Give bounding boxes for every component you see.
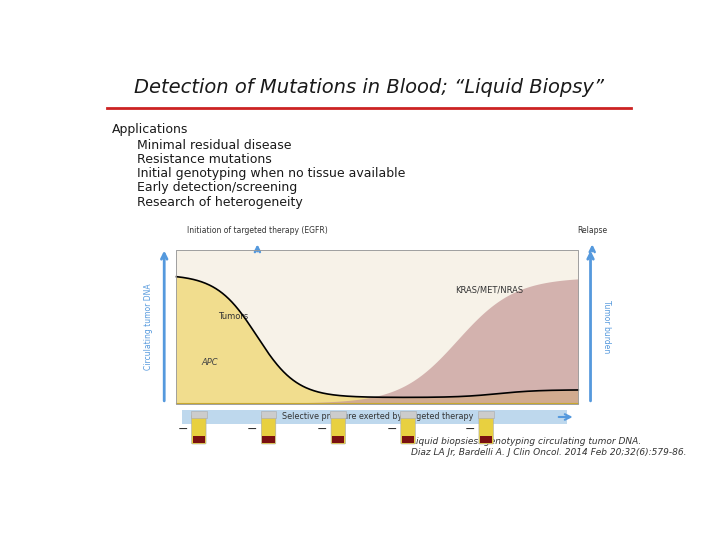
Bar: [400, 411, 416, 418]
Text: Circulating tumor DNA: Circulating tumor DNA: [144, 284, 153, 370]
Text: Initial genotyping when no tissue available: Initial genotyping when no tissue availa…: [138, 167, 406, 180]
Text: Research of heterogeneity: Research of heterogeneity: [138, 195, 303, 208]
Bar: [182, 410, 567, 424]
Polygon shape: [176, 276, 578, 404]
FancyBboxPatch shape: [401, 415, 415, 444]
Text: −: −: [177, 423, 188, 436]
Text: KRAS/MET/NRAS: KRAS/MET/NRAS: [456, 286, 523, 295]
Text: Resistance mutations: Resistance mutations: [138, 153, 272, 166]
Bar: [402, 436, 414, 443]
Text: Detection of Mutations in Blood; “Liquid Biopsy”: Detection of Mutations in Blood; “Liquid…: [134, 78, 604, 97]
Text: Liquid biopsies: genotyping circulating tumor DNA.: Liquid biopsies: genotyping circulating …: [411, 437, 641, 445]
Bar: [478, 411, 494, 418]
Bar: [176, 250, 578, 404]
Text: −: −: [317, 423, 328, 436]
Text: Diaz LA Jr, Bardelli A. J Clin Oncol. 2014 Feb 20;32(6):579-86.: Diaz LA Jr, Bardelli A. J Clin Oncol. 20…: [411, 448, 686, 457]
FancyBboxPatch shape: [192, 415, 206, 444]
Text: −: −: [464, 423, 475, 436]
Text: Tumors: Tumors: [218, 312, 248, 321]
Text: Selective pressure exerted by targeted therapy: Selective pressure exerted by targeted t…: [282, 413, 473, 422]
Bar: [332, 436, 344, 443]
Bar: [191, 411, 207, 418]
Bar: [176, 250, 578, 404]
Bar: [330, 411, 346, 418]
Text: Minimal residual disease: Minimal residual disease: [138, 139, 292, 152]
Text: Relapse: Relapse: [577, 226, 607, 235]
Text: Initiation of targeted therapy (EGFR): Initiation of targeted therapy (EGFR): [187, 226, 328, 235]
FancyBboxPatch shape: [331, 415, 346, 444]
Polygon shape: [176, 279, 578, 404]
Text: Applications: Applications: [112, 123, 189, 136]
FancyBboxPatch shape: [479, 415, 493, 444]
Text: Tumor burden: Tumor burden: [602, 300, 611, 353]
Bar: [261, 411, 276, 418]
FancyBboxPatch shape: [261, 415, 276, 444]
Text: −: −: [247, 423, 258, 436]
Bar: [480, 436, 492, 443]
Text: −: −: [387, 423, 397, 436]
Bar: [262, 436, 275, 443]
Text: Early detection/screening: Early detection/screening: [138, 181, 297, 194]
Bar: [193, 436, 205, 443]
Text: APC: APC: [202, 358, 218, 367]
